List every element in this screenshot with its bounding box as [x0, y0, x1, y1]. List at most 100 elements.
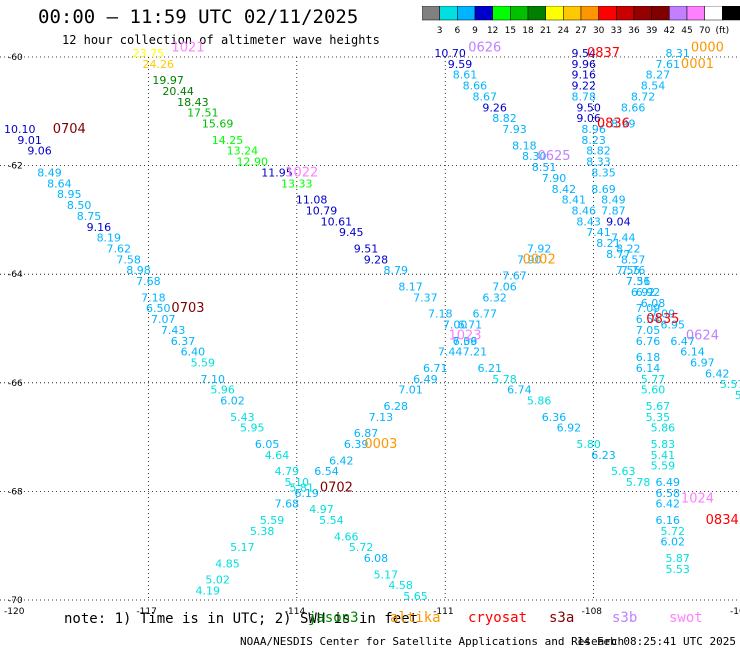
colorbar-swatch — [722, 6, 740, 21]
colorbar-tick-label: 9 — [472, 26, 478, 36]
wave-height-value: 8.69 — [591, 183, 616, 196]
wave-height-value: 8.21 — [596, 237, 621, 250]
wave-height-value: 8.42 — [552, 183, 577, 196]
wave-height-value: 6.92 — [557, 422, 582, 435]
wave-height-value: 8.23 — [581, 134, 606, 147]
wave-height-value: 8.33 — [586, 156, 611, 169]
pass-time-label: 0001 — [681, 57, 714, 72]
wave-height-value: 7.09 — [651, 308, 676, 321]
wave-height-value: 6.42 — [329, 454, 354, 467]
pass-time-label: 0624 — [686, 328, 719, 343]
pass-time-label: 0003 — [364, 437, 397, 452]
wave-height-value: 5.80 — [576, 438, 601, 451]
wave-height-value: 13.24 — [227, 145, 259, 158]
wave-height-value: 5.78 — [492, 373, 517, 386]
wave-height-value: 6.05 — [255, 438, 280, 451]
pass-time-label: 1021 — [171, 41, 204, 56]
colorbar-tick-label: 18 — [522, 26, 534, 36]
colorbar-tick-label: 27 — [575, 26, 586, 36]
wave-height-value: 7.90 — [517, 253, 542, 266]
footer-timestamp: 14 Feb 08:25:41 UTC 2025 — [577, 635, 736, 648]
pass-time-label: 1024 — [681, 491, 714, 506]
pass-time-label: 0702 — [320, 480, 353, 495]
wave-height-value: 7.41 — [586, 226, 611, 239]
wave-height-value: 5.17 — [374, 568, 399, 581]
wave-height-value: 7.01 — [398, 384, 423, 397]
wave-height-value: 7.87 — [601, 204, 626, 217]
wave-height-value: 6.28 — [383, 400, 408, 413]
wave-height-value: 6.21 — [477, 362, 502, 375]
colorbar-tick-label: 6 — [454, 26, 460, 36]
wave-height-value: 5.41 — [651, 449, 676, 462]
wave-height-value: 8.54 — [641, 80, 666, 93]
wave-height-value: 5.17 — [230, 541, 255, 554]
wave-height-value: 7.92 — [527, 242, 552, 255]
wave-height-value: 7.13 — [369, 411, 394, 424]
wave-height-value: 5.63 — [611, 465, 636, 478]
wave-height-value: 9.51 — [354, 242, 379, 255]
wave-height-value: 7.31 — [626, 275, 651, 288]
wave-height-value: 7.68 — [136, 275, 161, 288]
wave-height-value: 8.19 — [97, 232, 122, 245]
wave-height-value: 5.59 — [191, 357, 216, 370]
wave-height-value: 7.06 — [453, 335, 478, 348]
longitude-tick-label: -120 — [4, 607, 25, 617]
pass-time-label: 0837 — [587, 46, 620, 61]
wave-height-value: 5.43 — [230, 411, 255, 424]
wave-height-value: 5.38 — [250, 525, 275, 538]
wave-height-value: 7.43 — [161, 324, 186, 337]
wave-height-value: 8.50 — [67, 199, 92, 212]
wave-height-value: 6.18 — [636, 351, 661, 364]
wave-height-value: 6.37 — [171, 335, 196, 348]
wave-height-value: 6.16 — [656, 514, 681, 527]
wave-height-value: 8.67 — [473, 90, 498, 103]
wave-height-value: 5.81 — [289, 481, 314, 494]
wave-height-value: 13.33 — [281, 177, 313, 190]
wave-height-value: 8.82 — [586, 145, 611, 158]
wave-height-value: 8.79 — [383, 264, 408, 277]
wave-height-value: 8.31 — [665, 47, 690, 60]
wave-height-value: 5.59 — [260, 514, 285, 527]
wave-height-value: 6.76 — [636, 335, 661, 348]
wave-height-value: 6.39 — [453, 335, 478, 348]
wave-height-value: 7.37 — [413, 291, 438, 304]
wave-height-value: 8.66 — [463, 80, 488, 93]
wave-height-value: 8.18 — [512, 139, 537, 152]
wave-height-value: 6.02 — [660, 536, 685, 549]
pass-time-label: 0000 — [691, 41, 724, 56]
wave-height-value: 9.50 — [576, 101, 601, 114]
map-title: 00:00 – 11:59 UTC 02/11/2025 — [38, 6, 359, 28]
wave-height-value: 6.49 — [656, 476, 681, 489]
wave-height-value: 4.64 — [265, 449, 290, 462]
wave-height-value: 9.16 — [571, 69, 596, 82]
wave-height-value: 5.86 — [651, 422, 676, 435]
colorbar-tick-label: 24 — [558, 26, 570, 36]
wave-height-value: 8.77 — [606, 248, 631, 261]
legend-item-s3a: s3a — [549, 610, 575, 626]
wave-height-value: 8.49 — [37, 166, 62, 179]
wave-height-value: 8.96 — [581, 123, 606, 136]
wave-height-value: 5.57 — [720, 378, 740, 391]
wave-height-value: 8.46 — [571, 204, 596, 217]
pass-time-label: 0836 — [597, 117, 630, 132]
wave-height-value: 6.32 — [482, 291, 507, 304]
wave-height-value: 8.98 — [126, 264, 151, 277]
wave-height-value: 10.10 — [4, 123, 36, 136]
wave-height-value: 8.57 — [621, 253, 646, 266]
wave-height-value: 6.42 — [656, 498, 681, 511]
colorbar-tick-label: 12 — [487, 26, 498, 36]
footer-credit: NOAA/NESDIS Center for Satellite Applica… — [240, 635, 625, 648]
wave-height-value: 8.27 — [646, 69, 671, 82]
wave-height-value: 18.43 — [177, 96, 209, 109]
wave-height-value: 6.50 — [146, 302, 171, 315]
wave-height-value: 6.95 — [660, 319, 685, 332]
wave-height-value: 6.14 — [636, 362, 661, 375]
wave-height-value: 8.17 — [398, 280, 423, 293]
wave-height-value: 4.58 — [388, 579, 413, 592]
wave-height-value: 5.86 — [527, 395, 552, 408]
wave-height-value: 7.90 — [542, 172, 567, 185]
note-text: note: 1) Time is in UTC; 2) SWH is in fe… — [64, 611, 419, 627]
latitude-tick-label: -60 — [8, 53, 23, 63]
wave-height-value: 7.44 — [438, 346, 463, 359]
wave-height-value: 9.54 — [571, 47, 596, 60]
